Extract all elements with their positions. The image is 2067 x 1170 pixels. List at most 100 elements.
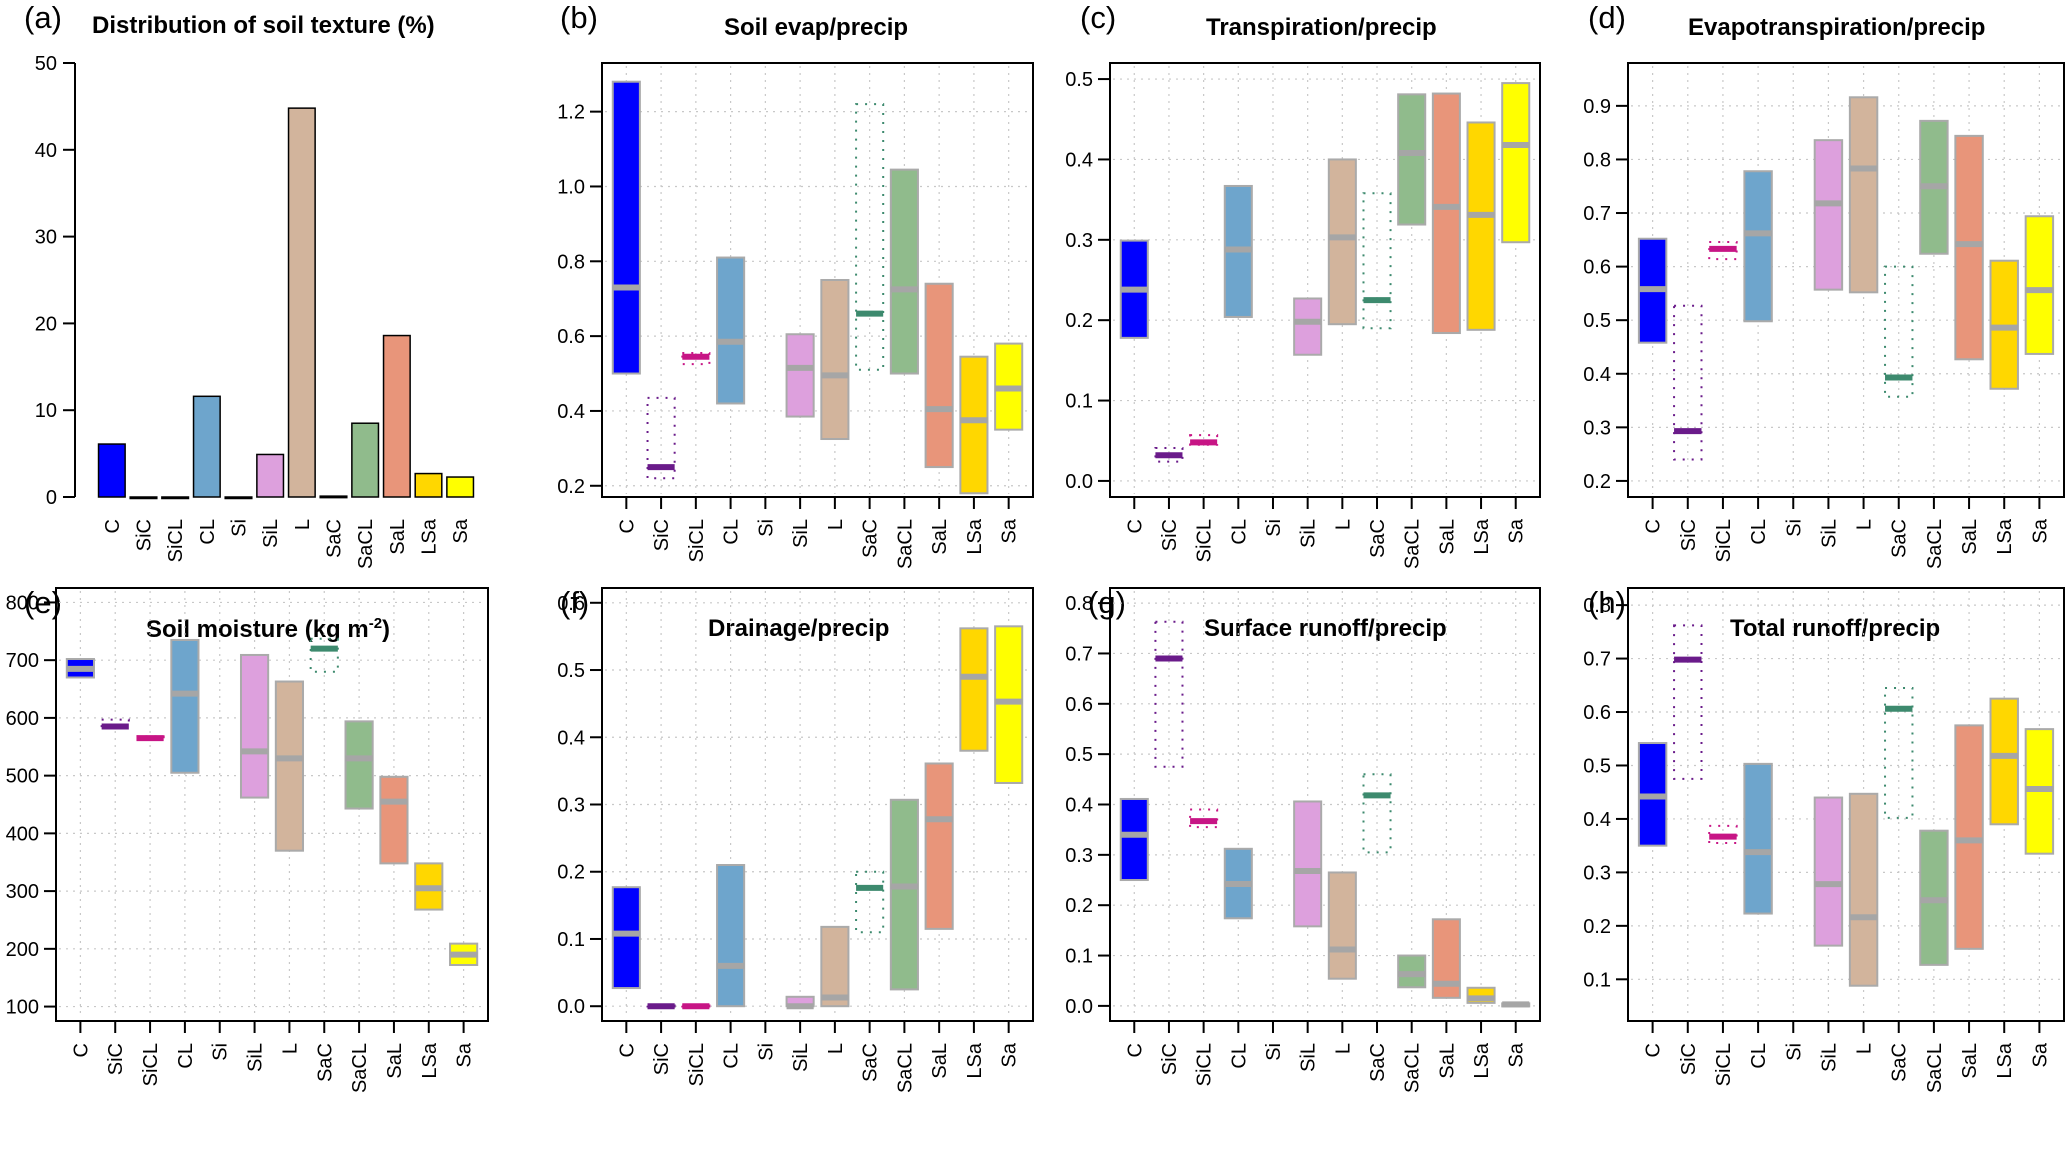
x-tick-label: L — [1332, 519, 1354, 530]
x-tick-label: SiCL — [1713, 519, 1735, 562]
y-tick-label: 50 — [35, 53, 57, 75]
y-tick-label: 300 — [6, 881, 39, 903]
x-tick-label: Sa — [1506, 518, 1528, 543]
y-tick-label: 0.8 — [557, 251, 585, 273]
range-box-SaC — [309, 637, 339, 673]
y-tick-label: 0.6 — [1065, 694, 1093, 716]
y-tick-label: 0.4 — [557, 727, 585, 749]
x-tick-label: L — [1854, 1043, 1876, 1054]
range-box-SaL — [1431, 92, 1461, 335]
y-tick-label: 0.4 — [1065, 149, 1093, 171]
y-tick-label: 0 — [46, 487, 57, 509]
panel-title-suffix: ) — [382, 616, 391, 643]
x-tick-label: Si — [755, 1043, 777, 1061]
x-tick-label: Si — [210, 1043, 232, 1061]
range-box-C — [611, 80, 641, 375]
range-box-CL — [716, 864, 746, 1008]
y-tick-label: 0.3 — [1583, 417, 1611, 439]
x-tick-label: SiL — [1298, 1043, 1320, 1072]
panel-letter: (a) — [24, 0, 62, 35]
range-box-Sa — [1501, 82, 1531, 244]
range-box-SaL — [924, 282, 954, 469]
y-tick-label: 400 — [6, 823, 39, 845]
box-chart-soil-moisture: 100 200 300 400 500 600 700 800 C SiC SiCL CL Si SiL L… — [6, 587, 489, 1093]
plot-frame — [601, 62, 1034, 498]
range-box-LSa — [959, 627, 989, 752]
panel-title: Soil evap/precip — [724, 14, 909, 41]
bar-L — [287, 107, 316, 498]
x-tick-label: C — [70, 1043, 92, 1057]
y-tick-label: 700 — [6, 650, 39, 672]
x-tick-label: LSa — [964, 1042, 986, 1078]
range-box-SaC — [855, 103, 885, 371]
panel-a: (a) Distribution of soil texture (%) 0 10… — [0, 0, 520, 585]
x-tick-label: SaC — [860, 519, 882, 558]
y-tick-label: 0.6 — [1583, 257, 1611, 279]
y-tick-label: 0.1 — [1065, 946, 1093, 968]
x-tick-label: SiCL — [686, 519, 708, 562]
bar-LSa — [414, 472, 443, 498]
range-box-LSa — [1466, 121, 1496, 331]
bar-SaL — [382, 334, 411, 498]
x-tick-label: SiCL — [165, 519, 187, 562]
y-tick-label: 0.2 — [1583, 916, 1611, 938]
x-tick-label: Sa — [999, 1042, 1021, 1067]
y-tick-label: 0.9 — [1583, 96, 1611, 118]
range-box-SiL — [1293, 297, 1323, 356]
y-tick-label: 0.6 — [1583, 702, 1611, 724]
panel-title: Distribution of soil texture (%) — [92, 12, 435, 39]
x-tick-label: SaCL — [1924, 519, 1946, 569]
range-box-SiL — [785, 333, 815, 418]
x-tick-label: LSa — [964, 518, 986, 554]
bar-Sa — [446, 476, 475, 498]
range-box-Sa — [2024, 215, 2055, 355]
range-box-SaCL — [889, 798, 919, 991]
y-tick-label: 0.3 — [1583, 862, 1611, 884]
y-tick-label: 0.7 — [1583, 203, 1611, 225]
x-tick-label: L — [1332, 1043, 1354, 1054]
x-tick-label: SiL — [790, 519, 812, 548]
x-tick-label: L — [825, 1043, 847, 1054]
box-chart-total-runoff: 0.1 0.2 0.3 0.4 0.5 0.6 0.7 0.8 C SiC SiCL CL Si SiL L… — [1583, 587, 2065, 1093]
panel-h: (h) Total runoff/precip 0.1 0.2 0.3 0.4 0.5 0… — [1554, 585, 2067, 1170]
x-tick-label: SiC — [651, 519, 673, 551]
y-tick-label: 0.4 — [1583, 809, 1611, 831]
bar-SiCL — [161, 496, 190, 500]
x-tick-label: SaC — [1367, 519, 1389, 558]
x-tick-label: L — [1854, 519, 1876, 530]
x-tick-label: L — [279, 1043, 301, 1054]
panel-title: Transpiration/precip — [1206, 14, 1437, 41]
range-box-SaL — [1954, 134, 1984, 361]
x-tick-label: Si — [1263, 1043, 1285, 1061]
x-tick-label: SaCL — [1402, 519, 1424, 569]
panel-title: Surface runoff/precip — [1204, 615, 1447, 642]
y-tick-label: 500 — [6, 766, 39, 788]
x-tick-label: SaC — [324, 519, 346, 558]
x-tick-label: SiC — [1159, 519, 1181, 551]
x-tick-label: SiCL — [1194, 1043, 1216, 1086]
x-tick-label: Si — [1263, 519, 1285, 537]
x-tick-label: SiC — [105, 1043, 127, 1075]
y-tick-label: 10 — [35, 400, 57, 422]
x-tick-label: SiCL — [1713, 1043, 1735, 1086]
y-tick-label: 0.3 — [1065, 230, 1093, 252]
y-tick-label: 0.5 — [557, 660, 585, 682]
range-box-SiL — [1813, 796, 1844, 947]
x-tick-label: Sa — [454, 1042, 476, 1067]
range-box-Sa — [994, 625, 1024, 784]
range-box-SaCL — [1397, 93, 1427, 226]
x-tick-label: SaCL — [894, 1043, 916, 1093]
panel-letter: (h) — [1588, 585, 1626, 620]
y-tick-label: 0.5 — [1065, 69, 1093, 91]
plot-frame — [55, 587, 489, 1022]
x-tick-label: SaCL — [894, 519, 916, 569]
y-tick-label: 0.0 — [557, 996, 585, 1018]
range-box-SiL — [239, 653, 270, 799]
x-tick-label: SaC — [314, 1043, 336, 1082]
y-tick-label: 0.5 — [1583, 755, 1611, 777]
x-tick-label: CL — [1748, 519, 1770, 545]
panel-title: Total runoff/precip — [1730, 615, 1941, 642]
bar-SaC — [319, 495, 348, 499]
x-tick-label: LSa — [1994, 518, 2016, 554]
range-box-SiC — [1154, 446, 1184, 463]
